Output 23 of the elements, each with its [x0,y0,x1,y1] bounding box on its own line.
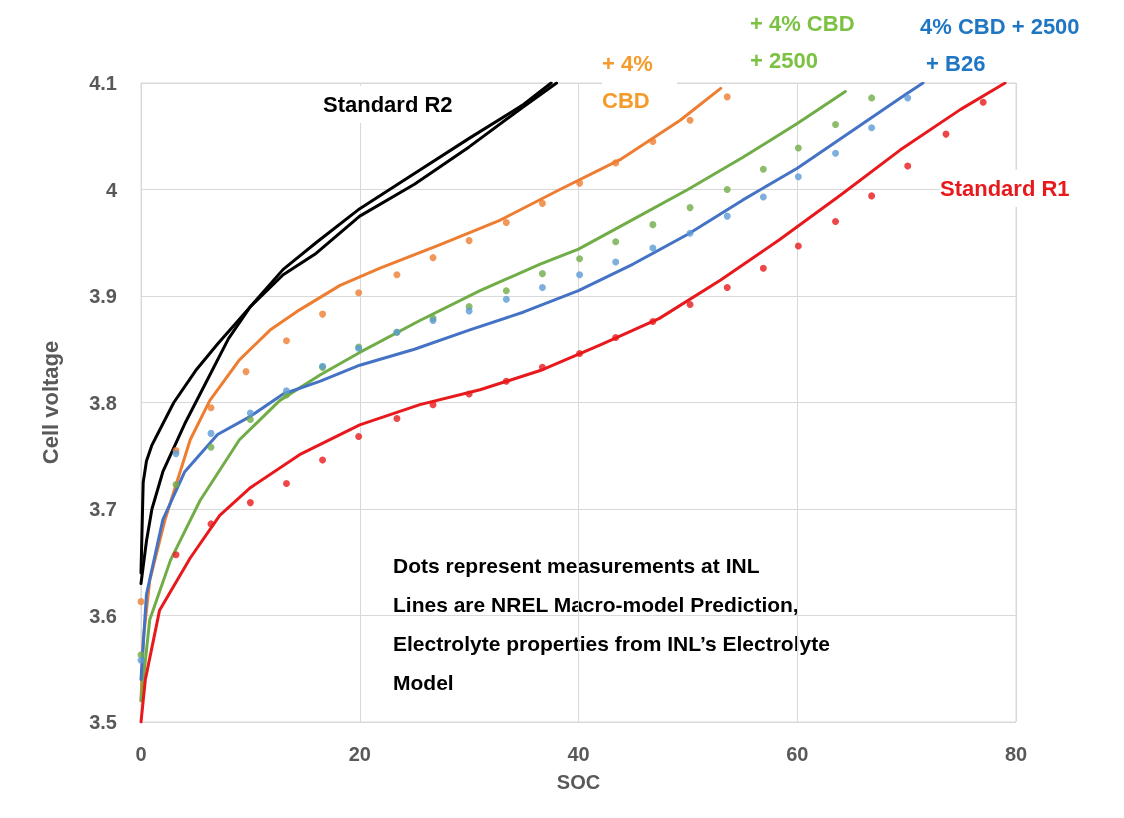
x-tick-label: 20 [348,743,371,765]
x-tick-label: 0 [135,743,147,765]
annotation: Lines are NREL Macro-model Prediction, [393,593,799,616]
series-label: + 4% CBD [602,51,659,113]
y-tick-label: 4 [105,178,118,201]
series-label: 4% CBD + 2500 + B26 [920,14,1080,76]
y-tick-label: 4.1 [89,72,117,94]
x-tick-label: 60 [786,743,809,765]
y-tick-label: 3.8 [89,391,117,414]
y-tick-label: 3.6 [89,604,117,627]
series-label: Standard R2 [323,92,453,117]
x-tick-label: 80 [1004,743,1028,765]
annotation: Dots represent measurements at INL [393,554,760,577]
x-axis-title: SOC [556,771,601,793]
y-tick-label: 3.7 [89,498,117,520]
y-tick-label: 3.9 [89,285,117,307]
series-label: + 4% CBD + 2500 [750,11,861,73]
series-label: Standard R1 [940,176,1070,201]
annotation: Electrolyte properties from INL’s Electrolyte [393,632,830,655]
y-tick-label: 3.5 [89,711,117,733]
x-tick-label: 40 [567,743,590,765]
y-axis-title: Cell voltage [37,340,63,465]
annotation: Model [393,671,454,694]
